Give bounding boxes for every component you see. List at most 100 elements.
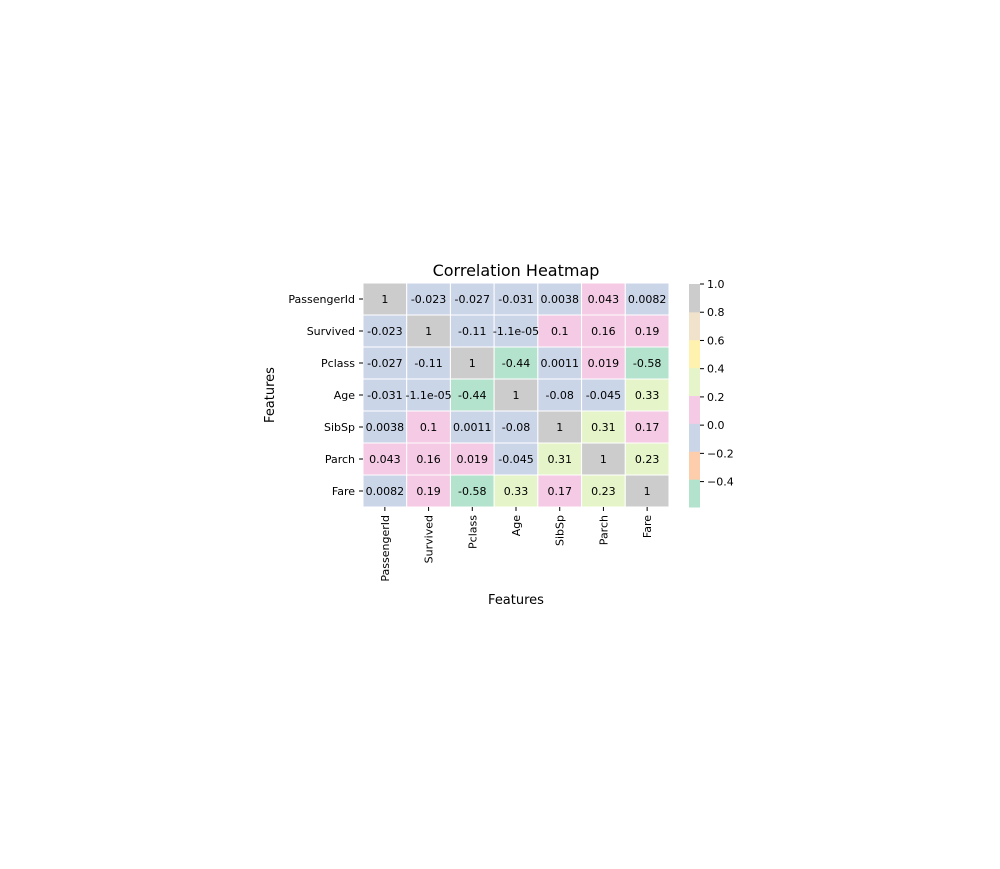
cell-value-label: -0.08 bbox=[502, 421, 530, 434]
cell-value-label: -0.045 bbox=[498, 453, 533, 466]
cell-value-label: 0.0011 bbox=[540, 357, 579, 370]
y-tick-label: Fare bbox=[332, 485, 355, 498]
colorbar-tick-label: 0.0 bbox=[707, 419, 725, 432]
cell-value-label: 0.16 bbox=[591, 325, 616, 338]
colorbar-tick-label: 0.8 bbox=[707, 306, 725, 319]
x-axis-label: Features bbox=[488, 593, 544, 608]
colorbar-tick-label: −0.4 bbox=[707, 476, 734, 489]
cell-value-label: 0.16 bbox=[416, 453, 441, 466]
heatmap-cell bbox=[493, 474, 539, 508]
heatmap-cell bbox=[581, 346, 626, 380]
y-tick-label: Pclass bbox=[321, 357, 355, 370]
cell-value-label: 0.17 bbox=[635, 421, 660, 434]
cell-value-label: 0.043 bbox=[588, 293, 620, 306]
x-tick-label: PassengerId bbox=[379, 515, 392, 582]
heatmap-cell bbox=[362, 378, 408, 412]
x-tick-label: Pclass bbox=[466, 515, 479, 549]
cell-value-label: 0.19 bbox=[416, 485, 441, 498]
cell-value-label: -0.023 bbox=[367, 325, 402, 338]
colorbar-segment bbox=[689, 395, 700, 424]
x-tick-label: Survived bbox=[423, 515, 436, 563]
cell-value-label: -1.1e-05 bbox=[493, 325, 539, 338]
cell-value-label: 0.23 bbox=[635, 453, 660, 466]
cell-value-label: -0.027 bbox=[367, 357, 402, 370]
cell-value-label: -0.031 bbox=[367, 389, 402, 402]
heatmap-cell bbox=[581, 378, 626, 412]
cell-value-label: -0.44 bbox=[458, 389, 486, 402]
colorbar-tick-label: −0.2 bbox=[707, 447, 734, 460]
heatmap-cell bbox=[449, 346, 495, 380]
x-tick-label: Parch bbox=[597, 515, 610, 545]
heatmap-cell bbox=[406, 442, 451, 476]
y-tick-label: PassengerId bbox=[288, 293, 355, 306]
heatmap-cell bbox=[624, 314, 670, 348]
chart-title: Correlation Heatmap bbox=[433, 261, 600, 280]
cell-value-label: 0.0082 bbox=[628, 293, 667, 306]
y-tick-label: SibSp bbox=[324, 421, 355, 434]
cell-value-label: -1.1e-05 bbox=[405, 389, 451, 402]
cell-value-label: -0.58 bbox=[633, 357, 661, 370]
cell-value-label: 0.043 bbox=[369, 453, 401, 466]
cell-value-label: 0.019 bbox=[457, 453, 489, 466]
heatmap-cell-labels: 1 -0.023 -0.027 -0.031 0.0038 0.043 0.0082 -0.0… bbox=[366, 293, 667, 498]
colorbar-segment bbox=[689, 423, 700, 452]
heatmap-cell bbox=[581, 282, 626, 316]
heatmap-cell bbox=[624, 442, 670, 476]
cell-value-label: -0.11 bbox=[458, 325, 486, 338]
heatmap-cell bbox=[537, 346, 583, 380]
colorbar-tick-label: 1.0 bbox=[707, 278, 725, 291]
y-tick-label: Age bbox=[334, 389, 356, 402]
colorbar-tick-label: 0.4 bbox=[707, 363, 725, 376]
cell-value-label: 1 bbox=[425, 325, 432, 338]
cell-value-label: -0.44 bbox=[502, 357, 530, 370]
y-axis-ticks: PassengerId Survived Pclass Age SibSp Parch Fa… bbox=[288, 293, 363, 498]
heatmap-cell bbox=[449, 314, 495, 348]
cell-value-label: 0.31 bbox=[591, 421, 616, 434]
cell-value-label: 0.17 bbox=[547, 485, 572, 498]
cell-value-label: 0.019 bbox=[588, 357, 620, 370]
cell-value-label: 1 bbox=[469, 357, 476, 370]
heatmap-cell bbox=[537, 474, 583, 508]
cell-value-label: -0.58 bbox=[458, 485, 486, 498]
heatmap-cell bbox=[362, 442, 408, 476]
x-tick-label: SibSp bbox=[554, 515, 567, 546]
heatmap-cell bbox=[624, 378, 670, 412]
cell-value-label: 0.33 bbox=[635, 389, 660, 402]
cell-value-label: 1 bbox=[513, 389, 520, 402]
colorbar-tick-label: 0.6 bbox=[707, 334, 725, 347]
cell-value-label: 0.0082 bbox=[366, 485, 405, 498]
colorbar-segment bbox=[689, 451, 700, 480]
cell-value-label: 0.0038 bbox=[540, 293, 579, 306]
cell-value-label: 0.19 bbox=[635, 325, 660, 338]
colorbar-segment bbox=[689, 339, 700, 369]
heatmap-cells bbox=[362, 282, 670, 508]
cell-value-label: 1 bbox=[644, 485, 651, 498]
heatmap-cell bbox=[624, 474, 670, 508]
cell-value-label: 0.1 bbox=[420, 421, 438, 434]
heatmap-cell bbox=[537, 314, 583, 348]
heatmap-cell bbox=[624, 346, 670, 380]
cell-value-label: -0.023 bbox=[411, 293, 446, 306]
cell-value-label: 0.23 bbox=[591, 485, 616, 498]
heatmap-cell bbox=[581, 474, 626, 508]
cell-value-label: -0.08 bbox=[545, 389, 573, 402]
x-axis-ticks: PassengerId Survived Pclass Age SibSp Parch Fa… bbox=[379, 507, 654, 582]
colorbar: 1.0 0.8 0.6 0.4 0.2 0.0 −0.2 −0.4 bbox=[689, 278, 734, 508]
heatmap-cell bbox=[493, 346, 539, 380]
colorbar-segment bbox=[689, 311, 700, 341]
heatmap-cell bbox=[406, 378, 451, 412]
cell-value-label: 0.0038 bbox=[366, 421, 405, 434]
cell-value-label: 1 bbox=[381, 293, 388, 306]
colorbar-segment bbox=[689, 284, 700, 313]
cell-value-label: -0.11 bbox=[414, 357, 442, 370]
x-tick-label: Age bbox=[510, 515, 523, 537]
colorbar-segment bbox=[689, 479, 700, 508]
cell-value-label: -0.045 bbox=[586, 389, 621, 402]
cell-value-label: -0.027 bbox=[455, 293, 490, 306]
heatmap-cell bbox=[406, 346, 451, 380]
cell-value-label: 0.0011 bbox=[453, 421, 492, 434]
colorbar-segment bbox=[689, 367, 700, 396]
cell-value-label: 0.1 bbox=[551, 325, 569, 338]
x-tick-label: Fare bbox=[641, 515, 654, 538]
